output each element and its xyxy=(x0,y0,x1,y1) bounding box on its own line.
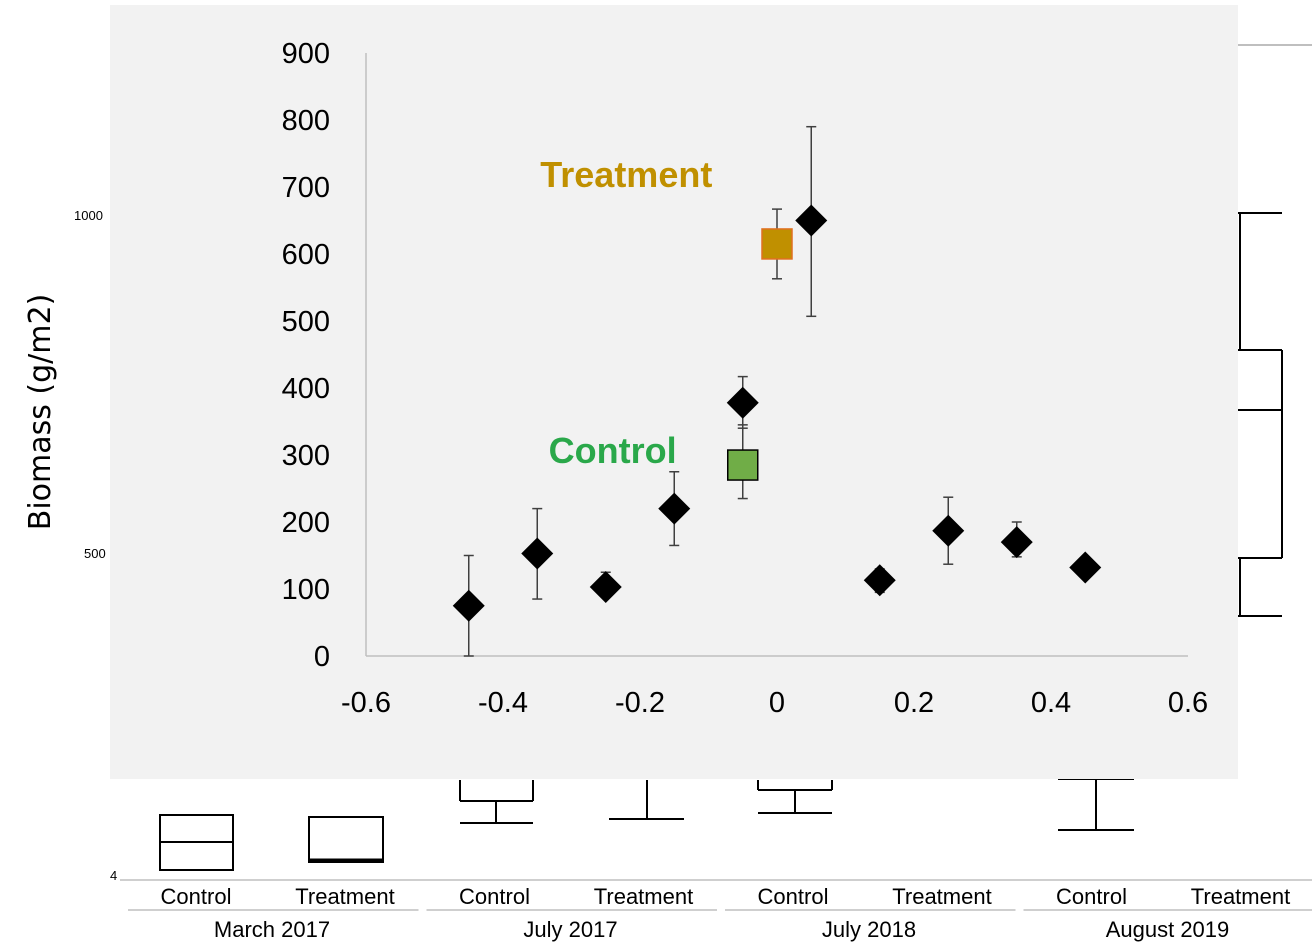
diamond-marker xyxy=(452,589,485,622)
x-tick-label: 0.6 xyxy=(1168,687,1208,719)
box-y-tick: 1000 xyxy=(74,208,103,223)
square-point xyxy=(727,424,759,500)
box-march-2017-treatment xyxy=(308,816,384,863)
diamond-point xyxy=(521,507,554,600)
x-tick-labels: -0.6 -0.4 -0.2 0 0.2 0.4 0.6 xyxy=(341,687,1208,719)
box-july-2017-control xyxy=(459,780,534,824)
diamond-point xyxy=(863,564,896,597)
box-category-labels: Control Treatment Control Treatment Control T… xyxy=(161,884,1291,909)
annotation-label: Control xyxy=(549,430,677,471)
diamond-point xyxy=(452,554,485,657)
x-tick-label: 0 xyxy=(769,687,785,719)
y-tick-label: 0 xyxy=(314,641,330,673)
box-group-label: July 2017 xyxy=(523,917,617,942)
box-category-label: Control xyxy=(161,884,232,909)
y-tick-label: 100 xyxy=(282,574,330,606)
box-plot: 1000 500 4 Biomass (g/m2) Control Treatme… xyxy=(23,44,1312,942)
y-tick-label: 900 xyxy=(282,38,330,70)
diamond-marker xyxy=(521,537,554,570)
y-tick-label: 300 xyxy=(282,440,330,472)
y-tick-label: 400 xyxy=(282,373,330,405)
diamond-point xyxy=(932,496,965,565)
box-july-2018-control xyxy=(757,780,833,814)
box-y-tick: 500 xyxy=(84,546,106,561)
box-group-label: July 2018 xyxy=(822,917,916,942)
y-tick-label: 800 xyxy=(282,105,330,137)
diamond-marker xyxy=(1000,526,1033,559)
y-tick-label: 200 xyxy=(282,507,330,539)
diamond-marker xyxy=(863,564,896,597)
y-tick-labels: 0 100 200 300 400 500 600 700 800 900 xyxy=(282,38,330,673)
box-category-label: Control xyxy=(758,884,829,909)
box-march-2017-control xyxy=(159,814,234,871)
box-august-2019-treatment xyxy=(1238,212,1283,617)
annotation-label: Treatment xyxy=(540,154,712,195)
x-tick-label: -0.2 xyxy=(615,687,665,719)
box-group-label: August 2019 xyxy=(1106,917,1230,942)
x-tick-label: -0.4 xyxy=(478,687,528,719)
scatter-panel-background xyxy=(110,5,1238,779)
square-point xyxy=(761,208,793,280)
diamond-point xyxy=(1000,521,1033,559)
diamond-marker xyxy=(589,570,622,603)
diamond-marker xyxy=(726,386,759,419)
diamond-point xyxy=(658,471,691,547)
y-tick-label: 600 xyxy=(282,239,330,271)
box-group-label: March 2017 xyxy=(214,917,330,942)
box-category-label: Treatment xyxy=(594,884,693,909)
box-category-label: Treatment xyxy=(1191,884,1290,909)
data-points xyxy=(452,125,1102,657)
diamond-marker xyxy=(1069,551,1102,584)
annotations: Treatment Control xyxy=(540,154,712,471)
diamond-marker xyxy=(795,204,828,237)
diamond-marker xyxy=(932,514,965,547)
box-y-axis-label: Biomass (g/m2) xyxy=(23,294,58,531)
y-tick-label: 700 xyxy=(282,172,330,204)
diamond-point xyxy=(589,570,622,603)
box-category-label: Control xyxy=(1056,884,1127,909)
box-category-label: Treatment xyxy=(892,884,991,909)
diamond-marker xyxy=(658,492,691,525)
x-tick-label: 0.4 xyxy=(1031,687,1071,719)
box-group-labels: March 2017 July 2017 July 2018 August 2019 xyxy=(214,917,1229,942)
square-marker xyxy=(761,228,793,260)
box-category-label: Control xyxy=(459,884,530,909)
x-tick-label: 0.2 xyxy=(894,687,934,719)
y-tick-label: 500 xyxy=(282,306,330,338)
x-tick-label: -0.6 xyxy=(341,687,391,719)
box-y-tick: 4 xyxy=(110,868,117,883)
square-marker xyxy=(727,449,759,481)
box-category-label: Treatment xyxy=(295,884,394,909)
box-august-2019-control xyxy=(1058,778,1134,831)
diamond-point xyxy=(1069,551,1102,584)
diamond-point xyxy=(795,125,828,318)
box-july-2017-treatment xyxy=(609,780,684,820)
